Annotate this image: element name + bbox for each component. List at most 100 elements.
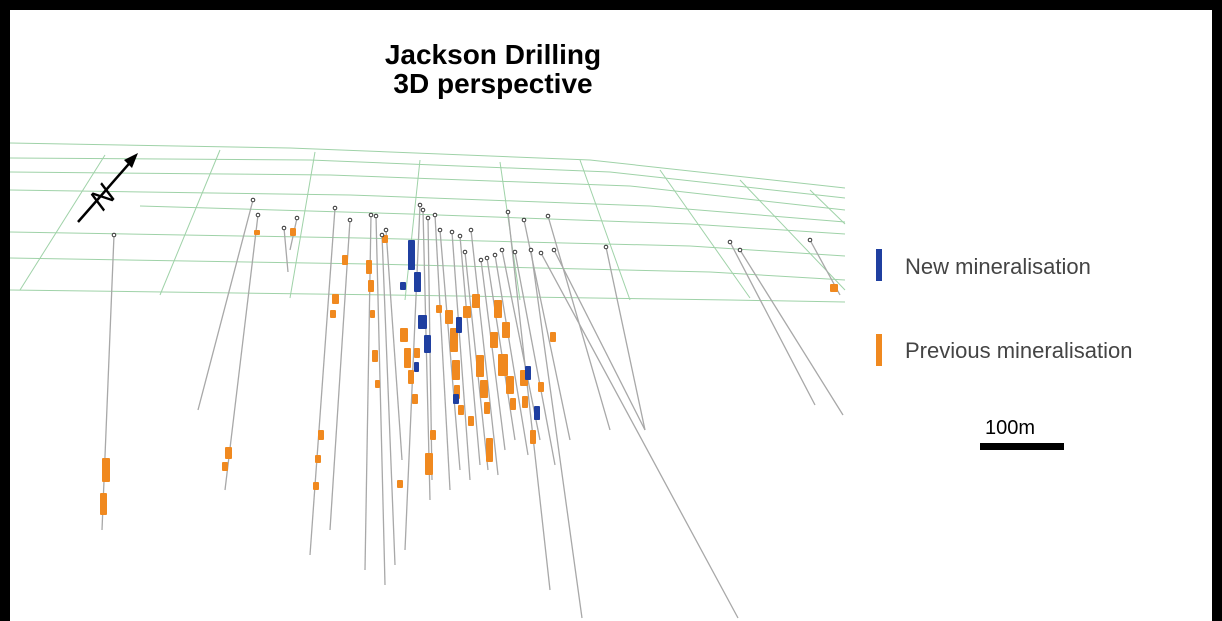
drillhole-collar [255, 212, 261, 218]
previous-mineralisation-intercept [254, 230, 260, 235]
grid-line [10, 289, 846, 303]
scale-bar-label: 100m [985, 417, 1036, 439]
previous-mineralisation-intercept [430, 430, 436, 440]
drillhole-trace [553, 249, 646, 431]
mineralisation-intercepts [100, 228, 838, 515]
new-mineralisation-intercept [414, 272, 421, 292]
drillhole-collar [492, 252, 498, 258]
previous-mineralisation-intercept [502, 322, 510, 338]
drillhole-trace [547, 215, 611, 431]
grid-line [289, 151, 316, 299]
drillhole-collar [250, 197, 256, 203]
title-line-2: 3D perspective [393, 68, 593, 99]
grid-line [10, 231, 846, 257]
drillhole-trace [470, 229, 499, 476]
drilling-3d-scene: N [10, 142, 846, 619]
drillhole-trace [507, 211, 551, 591]
grid-line [159, 149, 221, 296]
north-arrow-label: N [83, 178, 122, 216]
drillhole-trace [480, 259, 506, 451]
previous-mineralisation-intercept [425, 453, 433, 475]
previous-mineralisation-intercept [400, 328, 408, 342]
drillhole-collar [538, 250, 544, 256]
drillhole-trace [101, 234, 115, 531]
previous-mineralisation-intercept [372, 350, 378, 362]
legend-swatch-new [876, 249, 882, 281]
drillhole-collar [499, 247, 505, 253]
previous-mineralisation-intercept [330, 310, 336, 318]
drillhole-collar [368, 212, 374, 218]
previous-mineralisation-intercept [445, 310, 453, 324]
grid-line [579, 159, 631, 301]
drillhole-collar [437, 227, 443, 233]
grid-line [139, 205, 846, 235]
previous-mineralisation-intercept [476, 355, 484, 377]
drillhole-collar [737, 247, 743, 253]
grid-line [10, 189, 846, 223]
drillhole-collar [383, 227, 389, 233]
drillhole-trace [385, 229, 403, 461]
drillhole-collar [417, 202, 423, 208]
drillhole-collar [478, 257, 484, 263]
drillhole-trace [530, 249, 583, 619]
drillhole-collar [521, 217, 527, 223]
previous-mineralisation-intercept [397, 480, 403, 488]
previous-mineralisation-intercept [408, 370, 414, 384]
grid-line [809, 189, 846, 225]
grid-line [10, 157, 846, 199]
previous-mineralisation-intercept [436, 305, 442, 313]
new-mineralisation-intercept [534, 406, 540, 420]
drillhole-collars [111, 197, 813, 263]
previous-mineralisation-intercept [222, 462, 228, 471]
grid-line [10, 171, 846, 211]
drillhole-collar [505, 209, 511, 215]
north-arrow-shaft [77, 157, 135, 223]
new-mineralisation-intercept [456, 317, 462, 333]
drillhole-trace [451, 231, 471, 481]
new-mineralisation-intercept [400, 282, 406, 290]
legend-label-previous: Previous mineralisation [905, 338, 1133, 363]
drillhole-trace [364, 214, 372, 571]
new-mineralisation-intercept [414, 362, 419, 372]
grid-line [19, 154, 106, 291]
previous-mineralisation-intercept [550, 332, 556, 342]
previous-mineralisation-intercept [494, 300, 502, 318]
drillhole-collar [332, 205, 338, 211]
drillhole-collar [347, 217, 353, 223]
previous-mineralisation-intercept [412, 394, 418, 404]
new-mineralisation-intercept [408, 240, 415, 270]
previous-mineralisation-intercept [318, 430, 324, 440]
drillhole-collar [807, 237, 813, 243]
previous-mineralisation-intercept [538, 382, 544, 392]
drillhole-collar [603, 244, 609, 250]
previous-mineralisation-intercept [510, 398, 516, 410]
legend-label-new: New mineralisation [905, 254, 1091, 279]
previous-mineralisation-intercept [452, 360, 460, 380]
new-mineralisation-intercept [525, 366, 531, 380]
drillhole-trace [605, 246, 646, 431]
previous-mineralisation-intercept [530, 430, 536, 444]
drillhole-collar [462, 249, 468, 255]
previous-mineralisation-intercept [506, 376, 514, 394]
previous-mineralisation-intercept [498, 354, 508, 376]
previous-mineralisation-intercept [370, 310, 375, 318]
scale-bar [980, 443, 1064, 450]
previous-mineralisation-intercept [490, 332, 498, 348]
new-mineralisation-intercept [424, 335, 431, 353]
drillhole-collar [294, 215, 300, 221]
previous-mineralisation-intercept [472, 294, 480, 308]
new-mineralisation-intercept [453, 394, 459, 404]
drillhole-collar [281, 225, 287, 231]
previous-mineralisation-intercept [225, 447, 232, 459]
drillhole-trace [422, 209, 431, 501]
drillhole-collar [528, 247, 534, 253]
drillhole-trace [729, 241, 816, 406]
drillhole-trace [514, 251, 556, 466]
previous-mineralisation-intercept [315, 455, 321, 463]
grid-line [10, 257, 846, 281]
previous-mineralisation-intercept [342, 255, 348, 265]
drillhole-trace [224, 214, 259, 491]
drillhole-trace [494, 254, 529, 456]
drillhole-collar [425, 215, 431, 221]
previous-mineralisation-intercept [458, 405, 464, 415]
